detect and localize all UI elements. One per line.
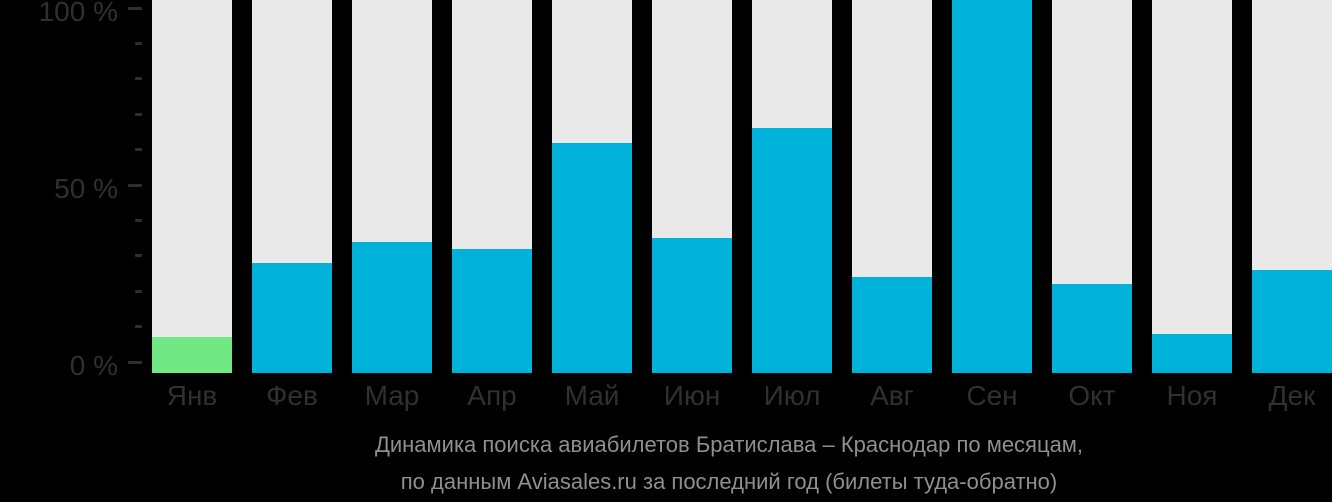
chart-bar-track <box>652 0 732 373</box>
x-axis-label: Янв <box>166 380 218 411</box>
x-axis-label: Ноя <box>1166 380 1218 411</box>
y-tick-mark <box>135 290 142 293</box>
chart-bar-track <box>952 0 1032 373</box>
chart-bar-fill <box>1252 270 1332 373</box>
chart-bar-fill <box>552 143 632 373</box>
y-tick-mark <box>135 325 142 328</box>
y-tick-mark <box>135 113 142 116</box>
chart-title: Динамика поиска авиабилетов Братислава –… <box>374 432 1084 457</box>
chart-bar-fill <box>752 128 832 373</box>
chart-bar-track <box>852 0 932 373</box>
y-tick-mark <box>135 219 142 222</box>
y-tick-mark <box>135 42 142 45</box>
x-axis-label: Сен <box>966 380 1018 411</box>
chart-bar-track <box>252 0 332 373</box>
x-axis-label: Авг <box>870 380 914 411</box>
x-axis-label: Дек <box>1268 380 1316 411</box>
chart-bar-fill <box>852 277 932 373</box>
chart-bar-fill <box>952 0 1032 373</box>
chart-bar-fill <box>1152 334 1232 373</box>
y-axis-label: 100 % <box>38 0 118 27</box>
chart-bar-track <box>552 0 632 373</box>
chart-caption: Динамика поиска авиабилетов Братислава –… <box>126 426 1332 500</box>
chart-bar-fill <box>352 242 432 373</box>
x-axis-label: Окт <box>1068 380 1116 411</box>
x-axis-label: Фев <box>266 380 318 411</box>
chart-bar-track <box>1152 0 1232 373</box>
chart-bar-track <box>1052 0 1132 373</box>
chart-bar-fill <box>152 337 232 373</box>
chart-subtitle: по данным Aviasales.ru за последний год … <box>400 469 1058 494</box>
y-tick-mark <box>135 254 142 257</box>
y-axis-label: 50 % <box>54 173 118 204</box>
chart-bar-fill <box>1052 284 1132 373</box>
chart-bar-fill <box>652 238 732 373</box>
y-axis-label: 0 % <box>69 350 118 381</box>
y-tick-mark <box>128 184 142 187</box>
chart-bar-track <box>352 0 432 373</box>
y-tick-mark <box>128 361 142 364</box>
x-axis-label: Апр <box>467 380 517 411</box>
x-axis-label: Май <box>564 380 620 411</box>
chart-bar-track <box>1252 0 1332 373</box>
x-axis-label: Мар <box>364 380 420 411</box>
chart-bar-track <box>152 0 232 373</box>
y-tick-mark <box>135 148 142 151</box>
chart-bar-fill <box>452 249 532 373</box>
chart-bar-track <box>452 0 532 373</box>
x-axis-label: Июн <box>663 380 721 411</box>
x-axis-label: Июл <box>763 380 821 411</box>
chart-bar-track <box>752 0 832 373</box>
y-tick-mark <box>135 77 142 80</box>
y-tick-mark <box>128 7 142 10</box>
chart-bar-fill <box>252 263 332 373</box>
